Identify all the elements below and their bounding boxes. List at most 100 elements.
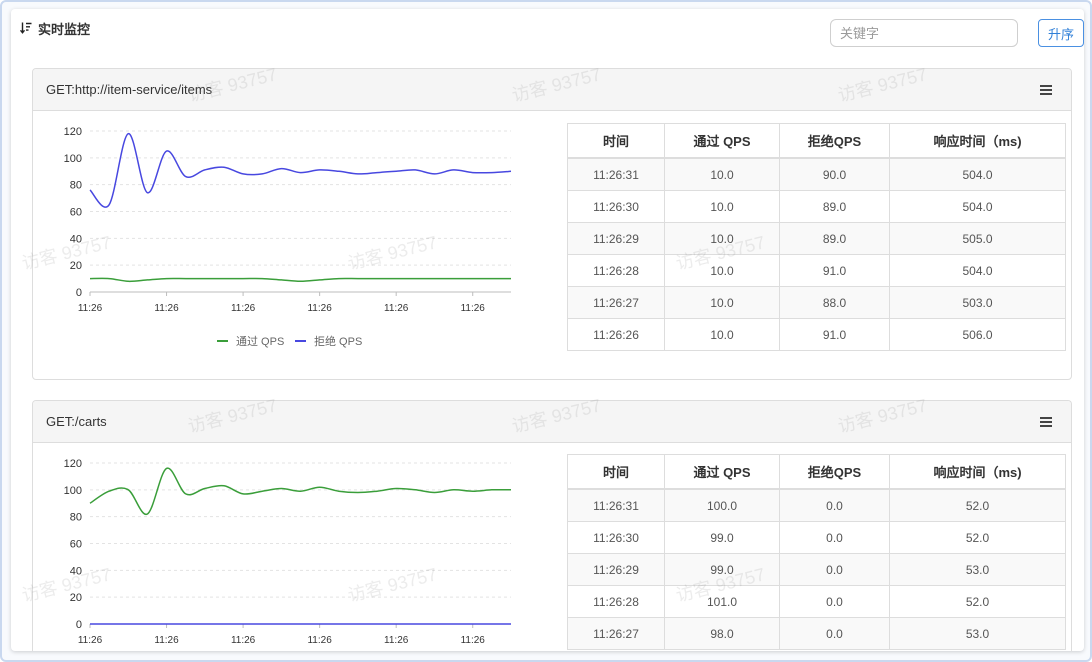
x-tick-label: 11:26	[78, 303, 103, 314]
metrics-table: 时间 通过 QPS 拒绝QPS 响应时间（ms) 11:26:31 100.0 0.0 52…	[567, 454, 1066, 650]
resource-title: GET:http://item-service/items	[46, 82, 213, 97]
metrics-table: 时间 通过 QPS 拒绝QPS 响应时间（ms) 11:26:31 10.0 90.0 50…	[567, 123, 1066, 351]
resource-title: GET:/carts	[46, 414, 107, 429]
table-cell: 504.0	[889, 254, 1066, 287]
column-header: 响应时间（ms)	[889, 123, 1066, 159]
table-cell: 0.0	[779, 521, 890, 554]
pass-qps-line	[89, 277, 511, 283]
card-header: GET:http://item-service/items	[33, 69, 1071, 111]
table-cell: 10.0	[664, 286, 780, 319]
x-tick-label: 11:26	[231, 303, 256, 314]
sort-ascending-button[interactable]: 升序	[1038, 19, 1084, 47]
y-tick-label: 120	[64, 126, 82, 138]
y-tick-label: 40	[70, 233, 82, 245]
table-cell: 504.0	[889, 190, 1066, 223]
table-cell: 89.0	[779, 222, 890, 255]
table-row: 11:26:27 98.0 0.0 53.0	[567, 617, 1066, 650]
legend-label[interactable]: 通过 QPS	[236, 335, 284, 348]
table-row: 11:26:31 10.0 90.0 504.0	[567, 157, 1066, 191]
column-header: 拒绝QPS	[779, 454, 890, 490]
y-tick-label: 100	[64, 153, 82, 165]
x-tick-label: 11:26	[461, 635, 486, 646]
table-row: 11:26:27 10.0 88.0 503.0	[567, 286, 1066, 319]
table-cell: 89.0	[779, 190, 890, 223]
reject-qps-line	[89, 132, 512, 208]
column-header: 响应时间（ms)	[889, 454, 1066, 490]
hamburger-menu-icon[interactable]	[1040, 85, 1052, 95]
x-tick-label: 11:26	[78, 635, 103, 646]
table-cell: 11:26:27	[567, 617, 665, 650]
table-cell: 99.0	[664, 553, 780, 586]
table-cell: 505.0	[889, 222, 1066, 255]
column-header: 时间	[567, 454, 665, 490]
table-cell: 88.0	[779, 286, 890, 319]
table-cell: 52.0	[889, 488, 1066, 522]
page-title: 实时监控	[38, 21, 91, 37]
qps-line-chart: 0 20 40 60 80 100 120 11:26 11:26 11:26 11:26 11:26…	[64, 458, 512, 646]
table-row: 11:26:30 10.0 89.0 504.0	[567, 190, 1066, 223]
table-cell: 506.0	[889, 318, 1066, 351]
table-row: 11:26:26 10.0 91.0 506.0	[567, 318, 1066, 351]
table-cell: 99.0	[664, 521, 780, 554]
x-tick-label: 11:26	[384, 303, 409, 314]
table-cell: 11:26:28	[567, 254, 665, 287]
resource-card: GET:/carts 0 20 40 60 80 100 120 11:26 11:26 11:2…	[32, 400, 1072, 651]
search-input[interactable]	[830, 19, 1018, 47]
table-cell: 11:26:29	[567, 222, 665, 255]
card-header: GET:/carts	[33, 401, 1071, 443]
table-cell: 10.0	[664, 190, 780, 223]
table-cell: 11:26:27	[567, 286, 665, 319]
table-header-row: 时间 通过 QPS 拒绝QPS 响应时间（ms)	[567, 454, 1066, 490]
table-cell: 100.0	[664, 488, 780, 522]
y-tick-label: 60	[70, 539, 82, 551]
hamburger-menu-icon[interactable]	[1040, 417, 1052, 427]
y-tick-label: 0	[76, 619, 82, 631]
table-cell: 53.0	[889, 617, 1066, 650]
qps-line-chart: 0 20 40 60 80 100 120 11:26 11:26 11:26 11:26 11:26…	[64, 126, 512, 348]
table-row: 11:26:31 100.0 0.0 52.0	[567, 488, 1066, 522]
table-cell: 0.0	[779, 617, 890, 650]
legend-label[interactable]: 拒绝 QPS	[314, 334, 362, 348]
table-cell: 52.0	[889, 521, 1066, 554]
y-tick-label: 40	[70, 565, 82, 577]
table-cell: 52.0	[889, 585, 1066, 618]
y-tick-label: 100	[64, 485, 82, 497]
table-header-row: 时间 通过 QPS 拒绝QPS 响应时间（ms)	[567, 123, 1066, 159]
table-row: 11:26:28 10.0 91.0 504.0	[567, 254, 1066, 287]
table-cell: 10.0	[664, 318, 780, 351]
table-cell: 503.0	[889, 286, 1066, 319]
table-row: 11:26:29 99.0 0.0 53.0	[567, 553, 1066, 586]
table-cell: 91.0	[779, 318, 890, 351]
x-tick-label: 11:26	[307, 635, 332, 646]
page-header: 实时监控	[20, 20, 91, 37]
table-cell: 11:26:29	[567, 553, 665, 586]
table-cell: 101.0	[664, 585, 780, 618]
y-tick-label: 20	[70, 592, 82, 604]
main-panel: 实时监控 升序 GET:http://item-service/items 0 2…	[11, 9, 1084, 651]
table-cell: 11:26:30	[567, 190, 665, 223]
table-cell: 11:26:26	[567, 318, 665, 351]
table-cell: 0.0	[779, 488, 890, 522]
x-tick-label: 11:26	[461, 303, 486, 314]
x-tick-label: 11:26	[231, 635, 256, 646]
table-cell: 11:26:31	[567, 488, 665, 522]
column-header: 时间	[567, 123, 665, 159]
pass-qps-line	[89, 467, 512, 515]
table-row: 11:26:30 99.0 0.0 52.0	[567, 521, 1066, 554]
table-cell: 98.0	[664, 617, 780, 650]
y-tick-label: 60	[70, 207, 82, 219]
sort-amount-down-icon	[20, 22, 32, 34]
table-cell: 10.0	[664, 254, 780, 287]
y-tick-label: 80	[70, 180, 82, 192]
table-cell: 90.0	[779, 157, 890, 191]
x-tick-label: 11:26	[307, 303, 332, 314]
table-cell: 91.0	[779, 254, 890, 287]
table-cell: 11:26:30	[567, 521, 665, 554]
table-cell: 10.0	[664, 157, 780, 191]
column-header: 通过 QPS	[664, 123, 780, 159]
table-cell: 504.0	[889, 157, 1066, 191]
y-tick-label: 120	[64, 458, 82, 470]
table-cell: 53.0	[889, 553, 1066, 586]
table-cell: 11:26:28	[567, 585, 665, 618]
table-row: 11:26:29 10.0 89.0 505.0	[567, 222, 1066, 255]
